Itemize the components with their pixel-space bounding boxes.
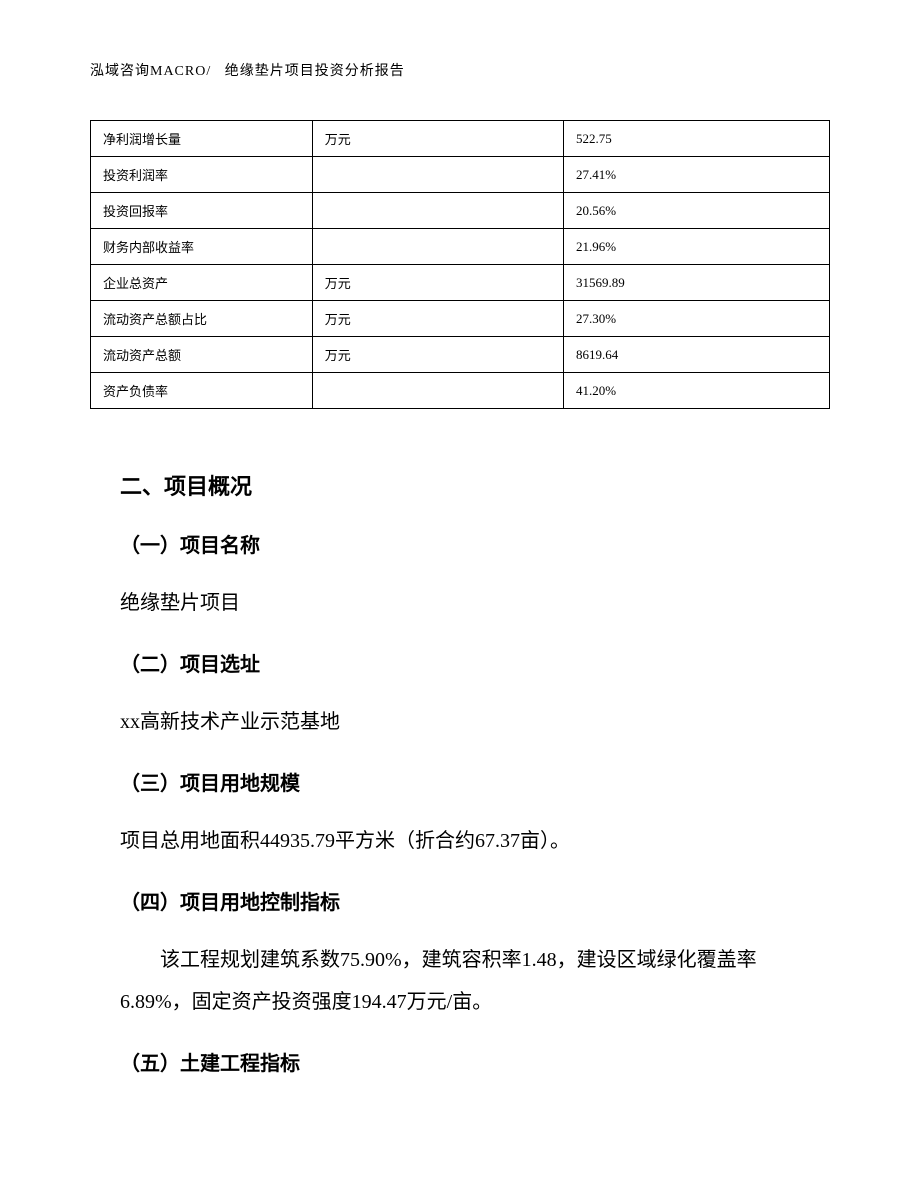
table-cell-unit: 万元	[312, 301, 563, 337]
header-title: 绝缘垫片项目投资分析报告	[225, 64, 405, 79]
subsection-title-5: （五）土建工程指标	[120, 1047, 800, 1076]
table-cell-value: 522.75	[563, 121, 829, 157]
table-cell-label: 流动资产总额	[91, 337, 313, 373]
table-cell-value: 20.56%	[563, 193, 829, 229]
table-cell-label: 净利润增长量	[91, 121, 313, 157]
table-cell-label: 投资利润率	[91, 157, 313, 193]
subsection-title-2: （二）项目选址	[120, 648, 800, 677]
table-row: 资产负债率 41.20%	[91, 373, 830, 409]
table-cell-label: 资产负债率	[91, 373, 313, 409]
table-cell-label: 流动资产总额占比	[91, 301, 313, 337]
table-cell-value: 27.30%	[563, 301, 829, 337]
table-row: 净利润增长量 万元 522.75	[91, 121, 830, 157]
table-row: 财务内部收益率 21.96%	[91, 229, 830, 265]
table-cell-value: 31569.89	[563, 265, 829, 301]
body-text-3: 项目总用地面积44935.79平方米（折合约67.37亩）。	[120, 820, 800, 862]
table-cell-unit: 万元	[312, 265, 563, 301]
table-cell-unit	[312, 157, 563, 193]
table-cell-value: 8619.64	[563, 337, 829, 373]
table-cell-unit	[312, 229, 563, 265]
subsection-title-3: （三）项目用地规模	[120, 767, 800, 796]
page-header: 泓域咨询MACRO/ 绝缘垫片项目投资分析报告	[90, 60, 830, 80]
table-cell-value: 27.41%	[563, 157, 829, 193]
table-row: 投资利润率 27.41%	[91, 157, 830, 193]
table-cell-unit	[312, 193, 563, 229]
document-page: 泓域咨询MACRO/ 绝缘垫片项目投资分析报告 净利润增长量 万元 522.75…	[0, 0, 920, 1160]
subsection-title-1: （一）项目名称	[120, 529, 800, 558]
table-row: 流动资产总额 万元 8619.64	[91, 337, 830, 373]
document-content: 二、项目概况 （一）项目名称 绝缘垫片项目 （二）项目选址 xx高新技术产业示范…	[90, 469, 830, 1076]
table-row: 流动资产总额占比 万元 27.30%	[91, 301, 830, 337]
table-cell-label: 投资回报率	[91, 193, 313, 229]
table-cell-unit	[312, 373, 563, 409]
section-title-main: 二、项目概况	[120, 469, 800, 501]
table-cell-unit: 万元	[312, 337, 563, 373]
body-text-2: xx高新技术产业示范基地	[120, 701, 800, 743]
subsection-title-4: （四）项目用地控制指标	[120, 886, 800, 915]
table-row: 企业总资产 万元 31569.89	[91, 265, 830, 301]
table-cell-label: 企业总资产	[91, 265, 313, 301]
body-text-4: 该工程规划建筑系数75.90%，建筑容积率1.48，建设区域绿化覆盖率6.89%…	[120, 939, 800, 1023]
table-cell-value: 21.96%	[563, 229, 829, 265]
table-cell-value: 41.20%	[563, 373, 829, 409]
table-cell-unit: 万元	[312, 121, 563, 157]
header-company: 泓域咨询MACRO/	[90, 64, 211, 79]
financial-table: 净利润增长量 万元 522.75 投资利润率 27.41% 投资回报率 20.5…	[90, 120, 830, 409]
body-text-1: 绝缘垫片项目	[120, 582, 800, 624]
table-cell-label: 财务内部收益率	[91, 229, 313, 265]
table-row: 投资回报率 20.56%	[91, 193, 830, 229]
table-body: 净利润增长量 万元 522.75 投资利润率 27.41% 投资回报率 20.5…	[91, 121, 830, 409]
